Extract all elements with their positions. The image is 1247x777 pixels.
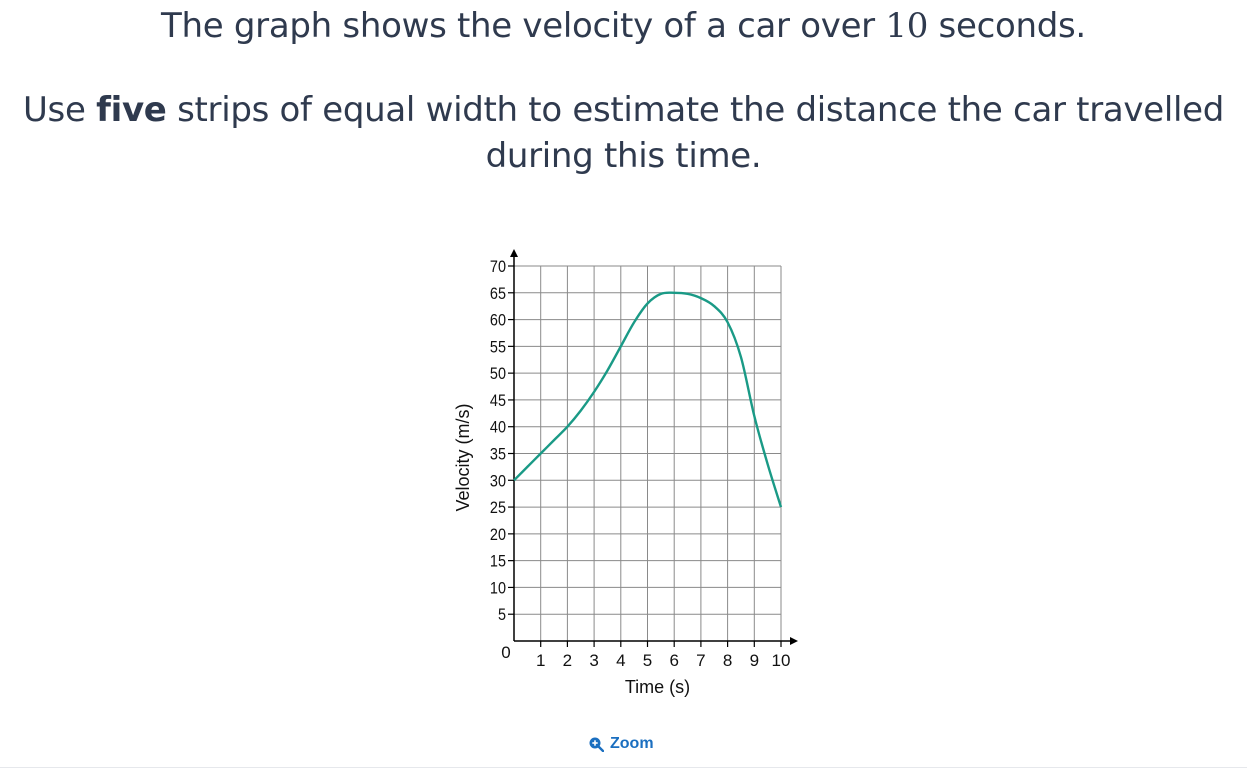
y-axis-arrow	[510, 249, 518, 257]
question-text-2b: strips of equal width to estimate the di…	[166, 90, 1225, 130]
y-tick-label: 5	[498, 606, 506, 624]
chart-grid	[514, 265, 782, 641]
x-tick-label: 7	[696, 651, 705, 670]
x-tick-label: 4	[616, 651, 625, 670]
x-tick-label: 2	[563, 651, 572, 670]
x-axis-arrow	[790, 637, 798, 645]
velocity-curve	[513, 291, 783, 508]
x-tick-label: 3	[589, 651, 598, 670]
y-tick-label: 65	[490, 285, 506, 303]
y-tick-label: 25	[490, 499, 506, 517]
x-tick-label: 10	[772, 651, 791, 670]
chart-series	[513, 291, 783, 508]
x-tick-label: 5	[643, 651, 652, 670]
chart-ticks	[508, 265, 782, 647]
y-tick-label: 30	[490, 472, 506, 490]
y-tick-label: 70	[490, 258, 506, 276]
y-tick-label: 40	[490, 419, 506, 437]
question-line-2: Use five strips of equal width to estima…	[0, 87, 1247, 179]
y-tick-label: 55	[490, 338, 506, 356]
x-tick-label: 1	[536, 651, 545, 670]
y-tick-label: 20	[490, 526, 506, 544]
question-text-1a: The graph shows the velocity of a car ov…	[161, 6, 886, 46]
question-number: 10	[885, 6, 929, 46]
y-tick-label: 10	[490, 579, 506, 597]
chart-axes	[510, 249, 798, 645]
y-tick-label: 60	[490, 312, 506, 330]
y-tick-label: 35	[490, 445, 506, 463]
x-tick-label: 8	[723, 651, 732, 670]
zoom-label: Zoom	[610, 735, 654, 752]
y-tick-label: 15	[490, 553, 506, 571]
zoom-button[interactable]: Zoom	[588, 735, 654, 753]
y-tick-label: 45	[490, 392, 506, 410]
question-text-2c: during this time.	[485, 136, 762, 176]
x-tick-label: 6	[669, 651, 678, 670]
y-axis-title: Velocity (m/s)	[453, 403, 473, 511]
zoom-in-icon	[589, 737, 604, 752]
question-text-2a: Use	[22, 90, 97, 130]
x-tick-label: 9	[750, 651, 759, 670]
y-tick-label: 50	[490, 365, 506, 383]
question-emphasis: five	[96, 90, 167, 130]
x-axis-title: Time (s)	[625, 677, 690, 697]
divider	[0, 767, 1247, 768]
question-text-1b: seconds.	[928, 6, 1087, 46]
origin-label: 0	[501, 643, 510, 662]
question-line-1: The graph shows the velocity of a car ov…	[0, 2, 1247, 50]
